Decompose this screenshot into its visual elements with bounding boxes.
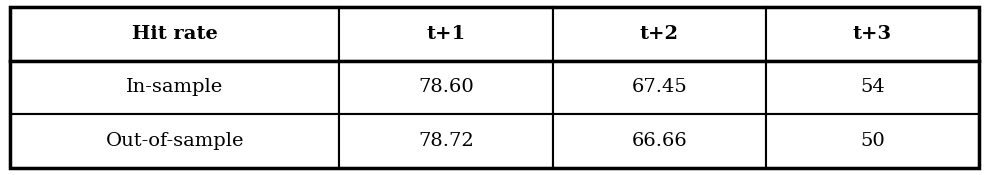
Text: Hit rate: Hit rate: [132, 25, 218, 43]
Text: 67.45: 67.45: [631, 79, 687, 96]
Text: In-sample: In-sample: [126, 79, 224, 96]
Text: 78.72: 78.72: [418, 132, 474, 150]
Text: 54: 54: [860, 79, 885, 96]
Bar: [10, 61, 339, 114]
Bar: [553, 7, 765, 61]
Bar: [765, 114, 979, 168]
Text: t+1: t+1: [426, 25, 466, 43]
Text: t+2: t+2: [640, 25, 678, 43]
Text: 66.66: 66.66: [631, 132, 687, 150]
Bar: [339, 61, 553, 114]
Bar: [553, 114, 765, 168]
Bar: [10, 7, 339, 61]
Text: 50: 50: [860, 132, 885, 150]
Text: t+3: t+3: [853, 25, 892, 43]
Bar: [339, 7, 553, 61]
Text: 78.60: 78.60: [418, 79, 474, 96]
Bar: [553, 61, 765, 114]
Bar: [765, 61, 979, 114]
Bar: [765, 7, 979, 61]
Text: Out-of-sample: Out-of-sample: [106, 132, 244, 150]
Bar: [339, 114, 553, 168]
Bar: [10, 114, 339, 168]
